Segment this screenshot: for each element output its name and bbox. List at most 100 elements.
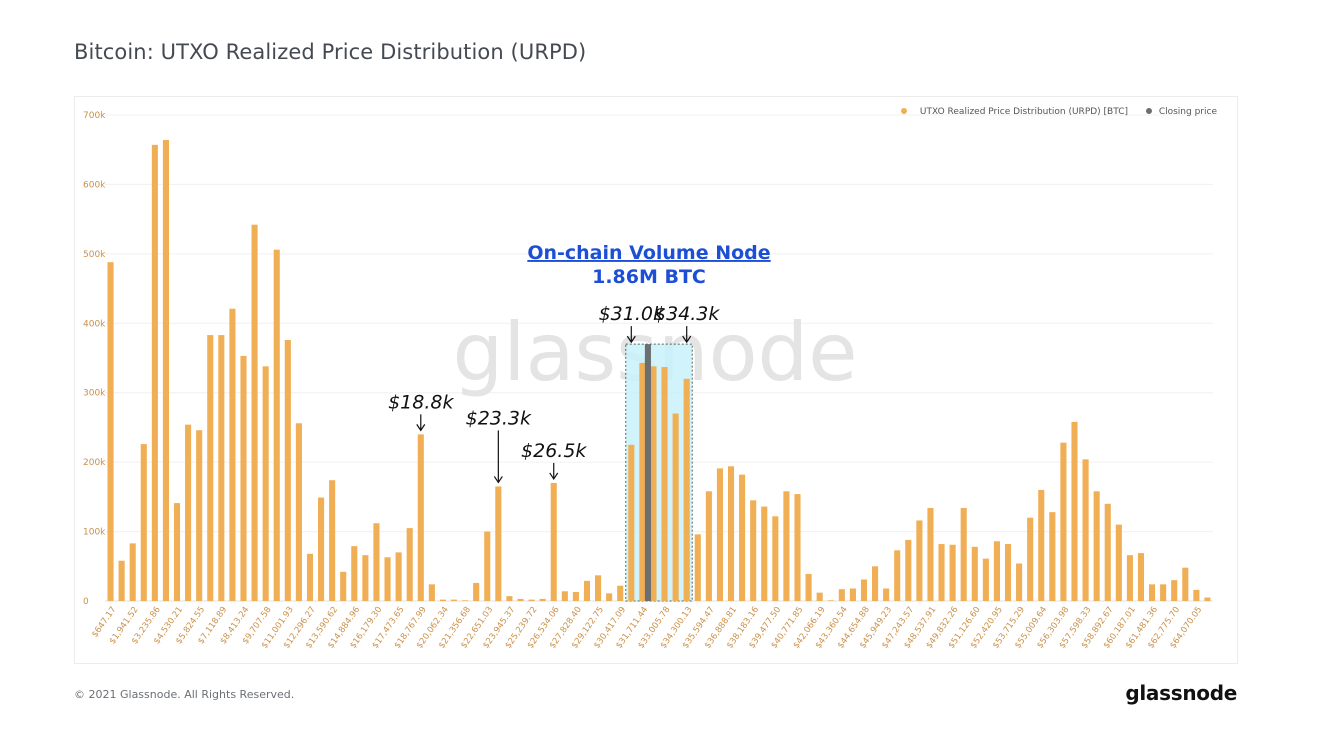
bar: [772, 516, 779, 601]
bar: [1193, 589, 1200, 601]
bar: [1038, 489, 1045, 601]
annotation-label: $18.8k: [388, 391, 454, 413]
bar: [883, 588, 890, 601]
bar: [129, 543, 136, 601]
y-tick-label: 200k: [83, 458, 106, 468]
bar: [561, 591, 568, 601]
y-tick-label: 600k: [83, 180, 106, 190]
bar: [495, 486, 502, 601]
bar: [1160, 584, 1167, 601]
bar: [517, 598, 524, 601]
bar: [916, 520, 923, 601]
bar: [306, 553, 314, 601]
bar: [993, 541, 1000, 601]
legend-marker: [1146, 108, 1152, 114]
bar: [395, 552, 402, 601]
bar: [484, 531, 491, 601]
bar: [1049, 512, 1056, 601]
bar: [1093, 491, 1100, 601]
bar: [1071, 421, 1078, 601]
bar: [628, 444, 635, 601]
y-tick-label: 400k: [83, 319, 106, 329]
bar: [218, 335, 225, 601]
bar: [905, 539, 912, 601]
bar: [1082, 459, 1089, 601]
bar: [1115, 524, 1122, 601]
chart-title: Bitcoin: UTXO Realized Price Distributio…: [74, 40, 587, 64]
bar: [617, 585, 624, 601]
bar: [173, 503, 181, 601]
bar: [572, 591, 579, 601]
bar: [860, 579, 868, 601]
bar: [683, 378, 690, 601]
bar: [251, 224, 258, 601]
bar: [1126, 555, 1133, 601]
x-axis: $647.17$1,941.52$3,235.86$4,530.21$5,824…: [90, 605, 1204, 651]
bar: [318, 497, 325, 601]
bar: [694, 534, 701, 601]
bar: [960, 507, 967, 601]
bar: [583, 580, 591, 601]
y-tick-label: 100k: [83, 528, 106, 538]
bar: [1060, 442, 1067, 601]
annotation-label: $31.0k: [599, 303, 665, 325]
annotation-arrowhead: [626, 335, 636, 344]
bar: [838, 589, 845, 601]
volume-node-title: On-chain Volume Node: [527, 242, 770, 264]
bar: [827, 600, 834, 601]
bar: [805, 573, 812, 601]
bar: [439, 599, 446, 601]
chart-card: glassnode 0100k200k300k400k500k600k700k …: [74, 96, 1238, 664]
bar: [295, 423, 302, 601]
bar: [151, 144, 158, 601]
annotations: $18.8k $23.3k $26.5k $31.0k$34.3k On-chain V…: [388, 242, 771, 484]
bar: [1004, 544, 1012, 601]
bar: [362, 555, 369, 601]
bar: [1171, 580, 1178, 601]
volume-node-value: 1.86M BTC: [592, 266, 706, 288]
y-tick-label: 0: [83, 597, 89, 607]
annotation-arrowhead: [549, 472, 559, 481]
annotation-arrowhead: [416, 424, 426, 432]
legend-label: UTXO Realized Price Distribution (URPD) …: [920, 107, 1128, 117]
bar: [739, 474, 746, 601]
bar: [639, 362, 646, 601]
bar: [650, 366, 657, 601]
bar: [938, 544, 945, 601]
bar: [1149, 584, 1156, 601]
bar: [982, 558, 989, 601]
bar: [761, 506, 768, 601]
bar: [162, 139, 169, 601]
bar: [528, 599, 535, 601]
legend-marker: [901, 108, 907, 114]
bar: [1182, 567, 1189, 601]
bar: [329, 480, 336, 601]
bar: [340, 571, 347, 601]
bar: [1137, 553, 1145, 601]
bar: [894, 550, 901, 601]
closing-price-layer: [644, 344, 651, 601]
bar: [273, 249, 280, 602]
bar: [927, 507, 934, 601]
glassnode-logo[interactable]: glassnode: [1125, 681, 1237, 705]
bar: [550, 482, 557, 601]
bar: [450, 599, 458, 601]
bar: [672, 413, 679, 601]
bar: [595, 575, 602, 601]
legend: Closing price UTXO Realized Price Distrib…: [901, 107, 1217, 117]
volume-node-layer: [625, 343, 693, 602]
bar: [971, 546, 978, 601]
bar: [872, 566, 879, 601]
annotation-label: $23.3k: [466, 407, 532, 429]
bar: [140, 444, 147, 601]
bar: [240, 355, 247, 601]
bar: [1104, 503, 1111, 601]
bar: [816, 592, 823, 601]
bar: [783, 491, 790, 601]
bar: [606, 593, 613, 601]
bar: [539, 598, 546, 601]
bar: [462, 600, 469, 601]
bar: [185, 424, 192, 601]
bar: [118, 560, 125, 601]
y-tick-label: 500k: [83, 250, 106, 260]
